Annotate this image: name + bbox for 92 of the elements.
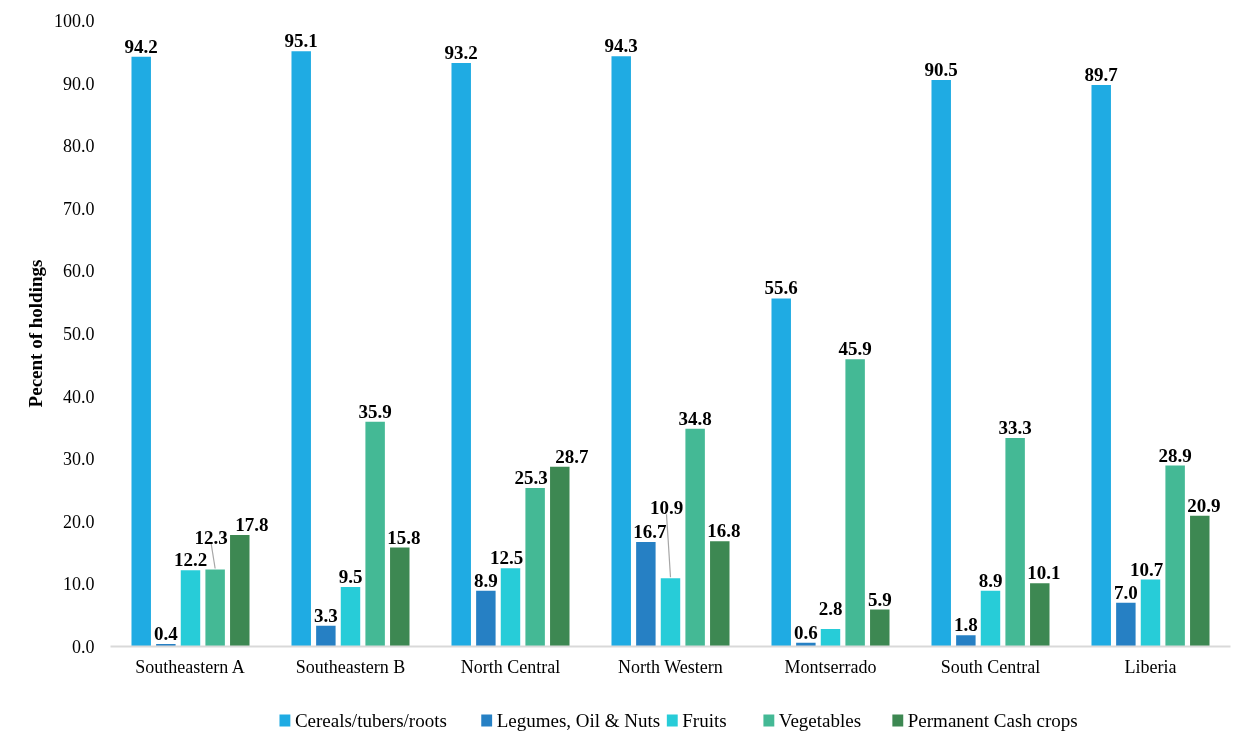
data-label: 94.2	[124, 35, 158, 57]
y-tick-label: 90.0	[63, 73, 95, 94]
data-label: 0.6	[793, 621, 818, 643]
legend-label: Legumes, Oil & Nuts	[496, 710, 661, 731]
y-tick-label: 0.0	[72, 637, 95, 657]
bar	[820, 628, 841, 647]
data-label: 35.9	[358, 400, 392, 422]
bar	[1116, 602, 1136, 647]
data-label: 5.9	[867, 588, 892, 610]
data-label: 94.3	[604, 35, 638, 57]
legend-label: Vegetables	[778, 710, 862, 731]
y-tick-label: 60.0	[63, 261, 95, 282]
bar	[870, 609, 890, 647]
bar	[180, 570, 201, 647]
data-label: 10.7	[1129, 558, 1164, 580]
data-label: 9.5	[338, 566, 363, 588]
data-label: 45.9	[838, 338, 872, 360]
x-tick-label: Southeastern A	[135, 656, 245, 677]
bar	[660, 578, 681, 647]
legend-label: Cereals/tubers/roots	[294, 710, 447, 731]
data-label: 15.8	[387, 526, 421, 548]
data-label: 10.9	[649, 497, 684, 519]
bar	[316, 625, 336, 647]
x-tick-label: Liberia	[1124, 656, 1177, 677]
bar	[771, 298, 791, 647]
bar	[1140, 579, 1161, 647]
x-tick-label: Southeastern B	[295, 656, 406, 677]
y-tick-label: 30.0	[63, 449, 95, 470]
data-label: 8.9	[978, 569, 1003, 591]
bar	[710, 541, 730, 647]
x-tick-label: South Central	[940, 656, 1041, 677]
bar	[980, 590, 1001, 647]
bar	[205, 569, 225, 647]
data-label: 17.8	[235, 514, 269, 536]
data-label: 28.9	[1158, 444, 1192, 466]
y-tick-label: 80.0	[63, 136, 95, 157]
data-label: 20.9	[1187, 494, 1221, 516]
bar	[1030, 583, 1050, 647]
y-tick-label: 50.0	[63, 324, 95, 344]
bar	[1165, 465, 1185, 647]
data-label: 90.5	[924, 58, 958, 80]
bar	[1190, 515, 1210, 647]
data-label: 28.7	[555, 445, 589, 467]
bar	[685, 428, 705, 647]
y-tick-label: 10.0	[63, 574, 95, 595]
data-label: 3.3	[313, 604, 338, 626]
data-label: 8.9	[473, 569, 498, 591]
data-label: 12.2	[173, 549, 208, 571]
data-label: 33.3	[998, 417, 1032, 439]
x-tick-label: Montserrado	[784, 656, 877, 677]
data-label: 12.5	[489, 547, 524, 569]
bar	[291, 51, 311, 647]
bar	[230, 535, 250, 647]
bar	[365, 421, 385, 647]
data-label: 93.2	[444, 42, 478, 64]
data-label: 16.7	[633, 520, 667, 542]
data-label: 2.8	[818, 597, 843, 619]
bar	[550, 466, 570, 647]
bar	[500, 568, 521, 647]
bar	[636, 541, 656, 647]
y-tick-label: 100.0	[54, 11, 95, 31]
bar	[611, 56, 631, 647]
bar	[451, 63, 471, 647]
bar	[956, 635, 976, 647]
x-tick-label: North Western	[617, 656, 723, 677]
y-axis-title: Pecent of holdings	[25, 259, 46, 408]
data-label: 12.3	[194, 526, 228, 548]
data-label: 7.0	[1113, 581, 1138, 603]
bar	[845, 359, 865, 647]
data-label: 34.8	[678, 407, 712, 429]
bar	[340, 587, 361, 647]
data-label: 25.3	[514, 467, 548, 489]
bar	[931, 79, 951, 647]
data-label: 55.6	[764, 277, 798, 299]
legend-label: Fruits	[682, 710, 727, 731]
data-label: 0.4	[153, 623, 179, 644]
y-tick-label: 70.0	[63, 198, 95, 219]
bar	[1091, 84, 1111, 647]
data-label: 89.7	[1084, 63, 1119, 85]
bar	[525, 488, 545, 647]
data-label: 95.1	[284, 30, 318, 52]
bar	[476, 590, 496, 647]
data-label: 10.1	[1027, 562, 1061, 584]
bar	[390, 547, 410, 647]
bar	[131, 56, 151, 647]
x-tick-label: North Central	[460, 656, 561, 677]
data-label: 1.8	[953, 614, 978, 636]
y-tick-label: 20.0	[63, 511, 95, 532]
legend-label: Permanent Cash crops	[907, 710, 1078, 731]
data-label: 16.8	[707, 520, 741, 542]
y-tick-label: 40.0	[63, 386, 95, 407]
bar	[1005, 438, 1025, 647]
